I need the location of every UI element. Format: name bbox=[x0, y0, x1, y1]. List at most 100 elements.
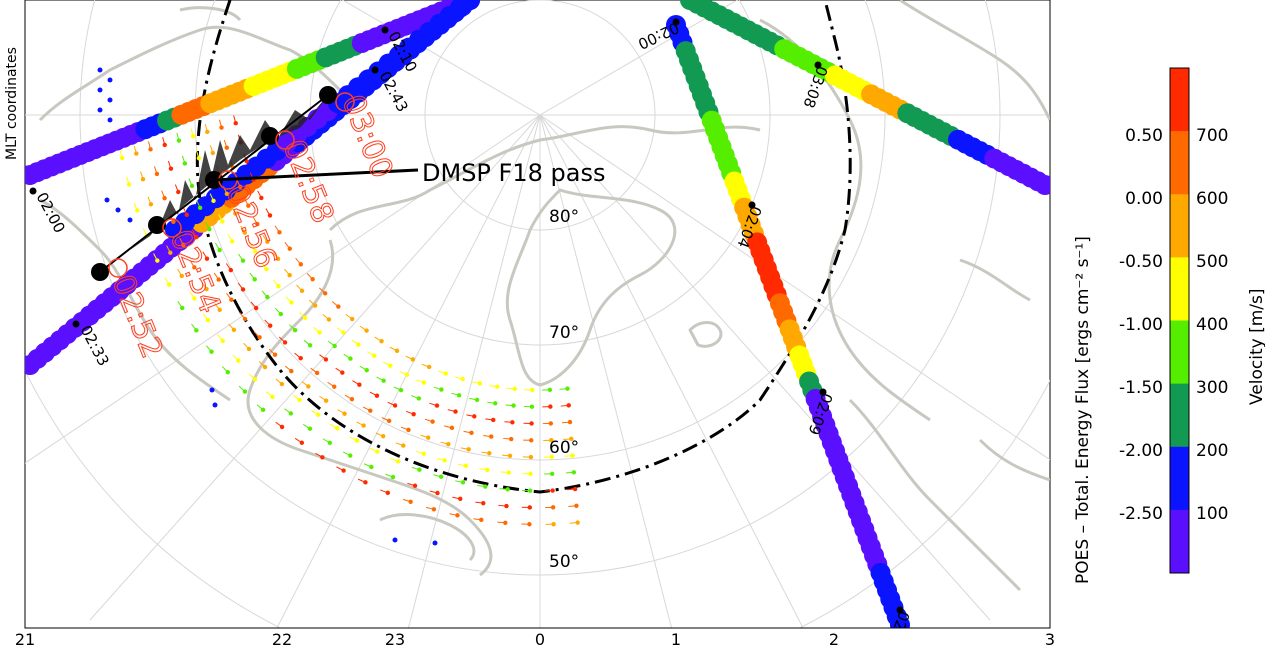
velocity-vector-line bbox=[202, 313, 209, 321]
velocity-vector-line bbox=[275, 421, 283, 428]
mlt-tick-3: 3 bbox=[1045, 630, 1055, 649]
velocity-vector-line bbox=[191, 323, 197, 331]
velocity-vector-line bbox=[485, 418, 494, 421]
velocity-vector-line bbox=[569, 522, 578, 524]
mlt-side-label: MLT coordinates bbox=[4, 47, 20, 160]
velocity-vector-line bbox=[399, 371, 408, 376]
velocity-tick-200: 200 bbox=[1196, 441, 1228, 461]
mlt-tick-2: 2 bbox=[829, 630, 839, 649]
velocity-vector-line bbox=[481, 451, 490, 454]
velocity-vector-line bbox=[387, 401, 396, 406]
velocity-vector-line bbox=[411, 466, 420, 471]
velocity-vector-line bbox=[249, 272, 256, 280]
velocity-vector-line bbox=[295, 257, 302, 265]
velocity-vector-line bbox=[294, 352, 302, 359]
velocity-vector-line bbox=[238, 253, 244, 261]
velocity-vector-line bbox=[349, 436, 358, 442]
velocity-vector-line bbox=[218, 119, 223, 128]
velocity-vector-line bbox=[416, 379, 425, 384]
velocity-vector-line bbox=[237, 282, 244, 290]
velocity-vector-point bbox=[570, 453, 575, 458]
dmsp-pass bbox=[91, 86, 419, 281]
mlt-axis: 21 22 23 0 1 2 3 bbox=[15, 627, 1055, 649]
velocity-vector-line bbox=[205, 221, 210, 230]
velocity-vector-line bbox=[189, 260, 195, 268]
auroral-boundary-line bbox=[195, 0, 852, 494]
velocity-vector-line bbox=[268, 348, 276, 356]
velocity-vector-line bbox=[257, 190, 262, 199]
velocity-vector-point bbox=[432, 540, 438, 546]
velocity-vector-line bbox=[261, 262, 267, 270]
velocity-vector-line bbox=[466, 414, 475, 417]
velocity-vector-line bbox=[382, 361, 391, 367]
colorbar-band bbox=[1170, 194, 1189, 258]
colorbar-band bbox=[1170, 131, 1189, 195]
velocity-vector-line bbox=[433, 386, 442, 391]
velocity-vector-line bbox=[133, 145, 137, 154]
velocity-vector-line bbox=[335, 367, 343, 374]
velocity-vector-line bbox=[471, 381, 480, 384]
velocity-vector-line bbox=[385, 473, 394, 478]
velocity-vector-line bbox=[253, 331, 260, 338]
velocity-vector-line bbox=[238, 385, 246, 392]
colorbar: 0.50 0.00 -0.50 -1.00 -1.50 -2.00 -2.50 … bbox=[1073, 67, 1265, 584]
velocity-vector-line bbox=[119, 150, 123, 159]
dmsp-marker bbox=[148, 216, 166, 234]
velocity-vector-line bbox=[568, 505, 577, 507]
velocity-vector-line bbox=[177, 300, 183, 309]
velocity-vector-line bbox=[469, 397, 478, 401]
velocity-vector-line bbox=[460, 447, 469, 450]
dmsp-open-ring bbox=[275, 130, 295, 150]
flux-tick-3: -1.00 bbox=[1119, 315, 1163, 335]
velocity-vector-line bbox=[133, 202, 138, 211]
velocity-vector-line bbox=[140, 171, 144, 180]
velocity-vector-line bbox=[318, 287, 326, 294]
latitude-label-60: 60° bbox=[549, 438, 579, 458]
annotation-pointer-line bbox=[213, 168, 419, 182]
velocity-vector-line bbox=[356, 421, 364, 427]
velocity-vector-line bbox=[167, 160, 172, 169]
velocity-vector-line bbox=[363, 463, 372, 468]
velocity-vector-line bbox=[374, 336, 382, 342]
velocity-vector-line bbox=[274, 307, 282, 315]
flux-tick-5: -2.00 bbox=[1119, 441, 1163, 461]
velocity-vector-line bbox=[344, 394, 353, 400]
velocity-vector-line bbox=[473, 518, 482, 521]
velocity-vector-line bbox=[362, 406, 371, 412]
velocity-vector-line bbox=[477, 484, 486, 488]
velocity-vector-line bbox=[182, 207, 188, 216]
poes-track-dot bbox=[1035, 175, 1050, 195]
dmsp-open-ring bbox=[108, 258, 128, 278]
velocity-vector-line bbox=[284, 365, 292, 372]
velocity-vector-line bbox=[563, 438, 572, 441]
velocity-vectors bbox=[97, 67, 580, 546]
colorbar-band bbox=[1170, 383, 1189, 448]
velocity-vector-line bbox=[288, 324, 296, 331]
velocity-tick-300: 300 bbox=[1196, 378, 1228, 398]
velocity-vector-point bbox=[97, 87, 103, 93]
velocity-vector-line bbox=[176, 132, 180, 141]
flux-tick-0: 0.50 bbox=[1125, 126, 1163, 146]
velocity-vector-line bbox=[351, 339, 359, 345]
mlt-tick-22: 22 bbox=[272, 630, 292, 649]
velocity-vector-line bbox=[420, 434, 429, 439]
velocity-vector-line bbox=[564, 455, 573, 457]
velocity-vector-line bbox=[285, 296, 292, 303]
velocity-vector-line bbox=[142, 228, 148, 237]
velocity-vector-line bbox=[201, 282, 207, 290]
velocity-vector-line bbox=[179, 237, 184, 246]
velocity-vector-line bbox=[264, 319, 271, 327]
velocity-vector-line bbox=[411, 395, 420, 399]
velocity-vector-point bbox=[104, 197, 110, 203]
velocity-vector-line bbox=[405, 410, 414, 415]
velocity-vector-line bbox=[239, 312, 246, 320]
latitude-label-80: 80° bbox=[549, 207, 579, 227]
velocity-vector-line bbox=[559, 388, 568, 390]
mlt-tick-23: 23 bbox=[385, 630, 405, 649]
velocity-vector-line bbox=[336, 327, 344, 333]
velocity-vector-point bbox=[107, 77, 113, 83]
velocity-vector-line bbox=[256, 404, 264, 411]
mlt-tick-1: 1 bbox=[671, 630, 681, 649]
velocity-vector-line bbox=[454, 376, 463, 380]
velocity-vector-line bbox=[294, 437, 303, 444]
